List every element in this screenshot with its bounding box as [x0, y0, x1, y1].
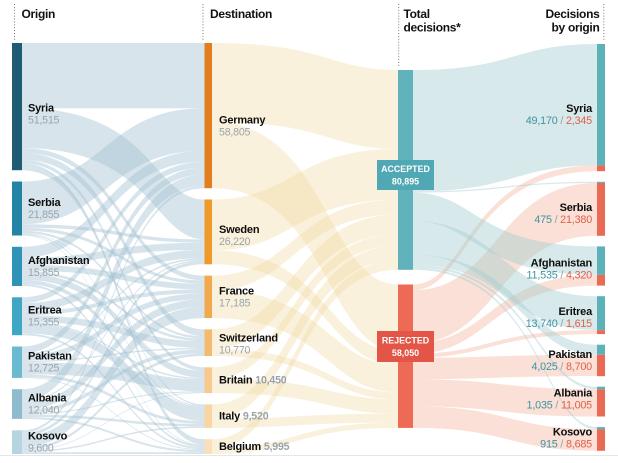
- svg-text:915 / 8,685: 915 / 8,685: [540, 438, 592, 450]
- svg-text:by origin: by origin: [552, 21, 600, 35]
- svg-text:49,170 / 2,345: 49,170 / 2,345: [526, 115, 592, 127]
- svg-text:17,185: 17,185: [219, 297, 251, 309]
- svg-text:ACCEPTED: ACCEPTED: [381, 164, 430, 174]
- svg-text:11,535 / 4,320: 11,535 / 4,320: [527, 270, 593, 282]
- svg-text:Germany: Germany: [219, 115, 266, 127]
- svg-text:80,895: 80,895: [392, 177, 419, 187]
- svg-text:Eritrea: Eritrea: [559, 306, 594, 318]
- svg-text:10,770: 10,770: [219, 345, 251, 357]
- svg-text:15,355: 15,355: [28, 317, 60, 329]
- svg-text:21,855: 21,855: [28, 209, 60, 221]
- svg-text:decisions*: decisions*: [404, 21, 462, 35]
- svg-text:475 / 21,380: 475 / 21,380: [534, 214, 592, 226]
- svg-text:Kosovo: Kosovo: [28, 431, 68, 443]
- svg-text:Serbia: Serbia: [28, 197, 62, 209]
- svg-text:Switzerland: Switzerland: [219, 333, 278, 345]
- svg-text:Afghanistan: Afghanistan: [28, 255, 90, 267]
- svg-text:France: France: [219, 285, 254, 297]
- svg-text:Britain 10,450: Britain 10,450: [219, 375, 287, 387]
- svg-text:REJECTED: REJECTED: [382, 336, 430, 346]
- svg-text:Pakistan: Pakistan: [548, 349, 592, 361]
- svg-text:Eritrea: Eritrea: [28, 305, 63, 317]
- svg-text:Syria: Syria: [28, 103, 55, 115]
- svg-text:58,805: 58,805: [219, 127, 251, 139]
- svg-text:12,725: 12,725: [28, 363, 60, 375]
- svg-text:Albania: Albania: [554, 388, 593, 400]
- svg-text:1,035 / 11,005: 1,035 / 11,005: [527, 400, 593, 412]
- svg-text:Syria: Syria: [566, 103, 593, 115]
- svg-text:Belgium 5,995: Belgium 5,995: [219, 441, 290, 453]
- svg-text:Origin: Origin: [22, 7, 56, 21]
- svg-text:Serbia: Serbia: [560, 202, 594, 214]
- svg-text:15,855: 15,855: [28, 267, 60, 279]
- svg-text:Kosovo: Kosovo: [553, 426, 593, 438]
- svg-text:Sweden: Sweden: [219, 224, 260, 236]
- svg-text:Italy 9,520: Italy 9,520: [219, 411, 269, 423]
- svg-text:Pakistan: Pakistan: [28, 351, 72, 363]
- svg-text:58,050: 58,050: [392, 348, 419, 358]
- svg-text:26,220: 26,220: [219, 236, 251, 248]
- svg-text:13,740 / 1,615: 13,740 / 1,615: [526, 318, 592, 330]
- svg-text:Afghanistan: Afghanistan: [531, 258, 593, 270]
- svg-text:9,600: 9,600: [28, 443, 54, 455]
- svg-text:12,040: 12,040: [28, 405, 60, 417]
- svg-text:4,025 / 8,700: 4,025 / 8,700: [532, 361, 593, 373]
- svg-text:Total: Total: [404, 7, 430, 21]
- svg-text:Decisions: Decisions: [546, 7, 601, 21]
- svg-text:Destination: Destination: [210, 7, 272, 21]
- svg-text:51,515: 51,515: [28, 115, 60, 127]
- svg-text:Albania: Albania: [28, 393, 67, 405]
